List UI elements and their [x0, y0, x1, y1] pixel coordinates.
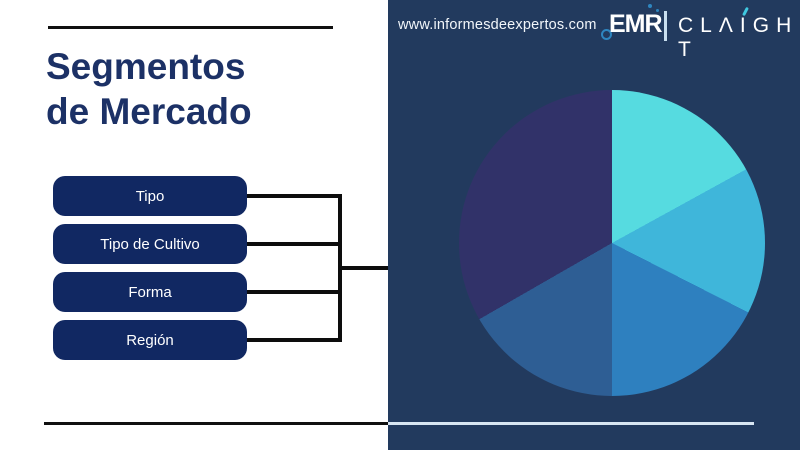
claight-letter: G: [752, 14, 770, 37]
claight-letter: T: [678, 38, 691, 61]
connector-output-line: [340, 266, 388, 270]
connector-line-tipo: [247, 194, 340, 198]
segment-button-label: Tipo de Cultivo: [100, 235, 200, 253]
top-divider-rule: [48, 26, 333, 29]
bottom-divider-rule: [44, 422, 388, 425]
logo-separator-bar: [664, 11, 667, 41]
emr-swoosh-dot-icon: [648, 4, 652, 8]
connector-line-forma: [247, 290, 340, 294]
claight-letter: I: [740, 6, 749, 38]
segment-button-label: Región: [126, 331, 174, 349]
connector-line-region: [247, 338, 340, 342]
segment-button-region[interactable]: Región: [53, 320, 247, 360]
segment-button-label: Forma: [128, 283, 172, 301]
claight-i-accent-icon: [741, 6, 749, 17]
claight-letter: C: [678, 14, 694, 37]
page-title-line2: de Mercado: [46, 91, 252, 133]
panel-bottom-rule: [388, 422, 754, 425]
market-segments-pie-chart: [459, 90, 765, 396]
segment-button-tipo[interactable]: Tipo: [53, 176, 247, 216]
right-panel: www.informesdeexpertos.com EMR C L Λ I G H T: [388, 0, 800, 450]
connector-line-tipo-de-cultivo: [247, 242, 340, 246]
emr-logo: EMR: [609, 10, 663, 38]
segment-button-forma[interactable]: Forma: [53, 272, 247, 312]
website-link[interactable]: www.informesdeexpertos.com: [398, 17, 597, 33]
page-title-line1: Segmentos: [46, 46, 246, 87]
segment-button-tipo-de-cultivo[interactable]: Tipo de Cultivo: [53, 224, 247, 264]
emr-swoosh-dot-icon: [656, 9, 659, 12]
claight-letter: H: [776, 14, 792, 37]
emr-swoosh-dot-icon: [601, 29, 612, 40]
segment-button-label: Tipo: [135, 187, 165, 205]
claight-letter: Λ: [718, 14, 733, 37]
claight-letter: L: [700, 14, 712, 37]
claight-logo: C L Λ I G H T: [678, 6, 800, 62]
page-title: Segmentos de Mercado: [46, 44, 376, 134]
